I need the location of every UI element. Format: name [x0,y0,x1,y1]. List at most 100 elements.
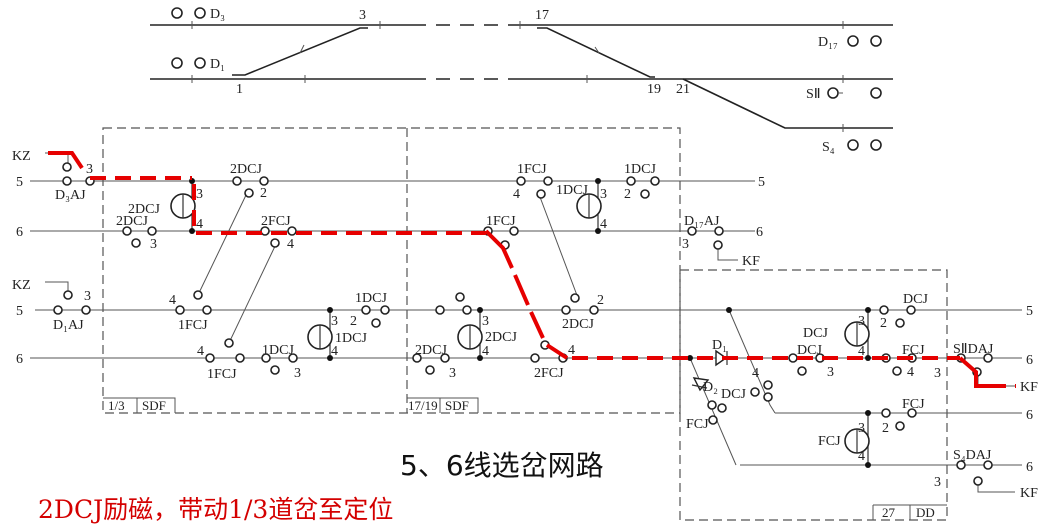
signal-s2: SⅡ [806,87,882,102]
group-27-type: DD [916,505,935,520]
group-17-19-tag [407,397,479,413]
relay-label: 2DCJ [415,343,447,358]
switch-17-label: 17 [535,8,549,23]
relay-contact-icon [906,305,916,315]
relay-label: 1FCJ [178,318,208,333]
terminal-label: 3 [196,187,203,202]
terminal-label: 3 [86,162,93,177]
relay-contact-icon [708,415,718,425]
relay-contact-icon [62,176,72,186]
relay-contact-icon [175,305,185,315]
relay-contact-icon [956,460,966,470]
coil-2dcj-lower-icon [457,324,483,350]
relay-contact-icon [202,305,212,315]
relay-contact-icon [983,353,993,363]
kz-feeds [45,152,69,293]
relay-contact-icon [516,176,526,186]
relay-contact-icon [509,226,519,236]
relay-label: FCJ [902,397,925,412]
junction [477,355,483,361]
kf-label: KF [1020,486,1038,501]
active-selection-path [48,151,1016,388]
line-6-label: 6 [16,225,23,240]
relay-contact-icon [81,305,91,315]
line-6-label: 6 [1026,408,1033,423]
switch-3-label: 3 [359,8,366,23]
relay-label: 2DCJ [116,214,148,229]
relay-label: D₃AJ [55,188,86,203]
relay-label: 1FCJ [486,214,516,229]
relay-contact-icon [193,290,203,300]
junction [327,307,333,313]
relay-contact-icon [543,176,553,186]
switch-21-turnout [682,78,800,129]
coil-label: FCJ [818,434,841,449]
relay-contact-icon [973,476,983,486]
switch-21-label: 21 [676,82,690,97]
relay-label: DCJ [721,387,746,402]
relay-contact-icon [62,162,72,172]
relay-contact-icon [763,392,773,402]
terminal-label: 2 [624,187,631,202]
group-1-3-num: 1/3 [108,398,125,413]
relay-contact-icon [270,238,280,248]
signal-lamp-icon [870,139,882,151]
relay-contact-icon [879,305,889,315]
junction [865,462,871,468]
relay-contact-icon [750,387,760,397]
terminal-label: 4 [197,344,204,359]
relay-label: 1DCJ [262,343,294,358]
group-17-19-type: SDF [445,398,469,413]
relay-coils [170,193,870,454]
relay-contact-icon [440,353,450,363]
terminal-label: 4 [752,366,759,381]
relay-label: 1FCJ [207,367,237,382]
line-5-label: 5 [758,175,765,190]
relay-contact-icon [63,290,73,300]
terminal-label: 4 [858,344,865,359]
relay-contact-icon [536,189,546,199]
relay-label: DCJ [797,343,822,358]
relay-label: 1FCJ [517,162,547,177]
kf-label: KF [1020,380,1038,395]
relay-label: FCJ [686,417,709,432]
relay-label: 2FCJ [534,366,564,381]
signal-lamp-icon [171,7,183,19]
relay-contact-icon [589,305,599,315]
track-plan: D₃ D₁ D₁₇ SⅡ S₄ 3 1 17 19 21 [150,7,893,155]
signal-lamp-b-icon [847,35,859,47]
relay-contact-icon [907,408,917,418]
group-27-num: 27 [882,505,896,520]
signal-lamp-icon [870,87,882,99]
terminal-label: 3 [858,314,865,329]
terminal-label: 2 [597,293,604,308]
relay-contact-icon [235,353,245,363]
signal-d1-label: D₁ [210,57,225,72]
coil-fcj-icon [844,428,870,454]
switch-19-label: 19 [647,82,661,97]
junction [726,307,732,313]
dd-group-box [679,269,948,521]
group-boxes: 1/3 SDF 17/19 SDF 27 DD [102,127,948,521]
relay-contact-icon [425,365,435,375]
relay-contact-icon [570,293,580,303]
signal-lamp-b-icon [194,7,206,19]
coil-label: 2DCJ [485,330,517,345]
diode-label: D₁ [712,338,727,353]
kz-label: KZ [12,149,31,164]
active-path-1fcj-2fcj [484,229,569,360]
terminal-label: 3 [858,421,865,436]
diode-label: D₂ [703,380,718,395]
junction [595,178,601,184]
terminal-label: 2 [880,316,887,331]
coil-2dcj-icon [170,193,196,219]
relay-contact-icon [763,380,773,390]
coil-label: 2DCJ [128,202,160,217]
relay-contact-icon [261,353,271,363]
diagram-title: 5、6线选岔网路 [400,449,604,482]
relay-contact-icon [205,353,215,363]
signal-s2-label: SⅡ [806,87,821,102]
coil-1dcj-icon [307,324,333,350]
relay-contact-icon [640,189,650,199]
switch-1-label: 1 [236,82,243,97]
